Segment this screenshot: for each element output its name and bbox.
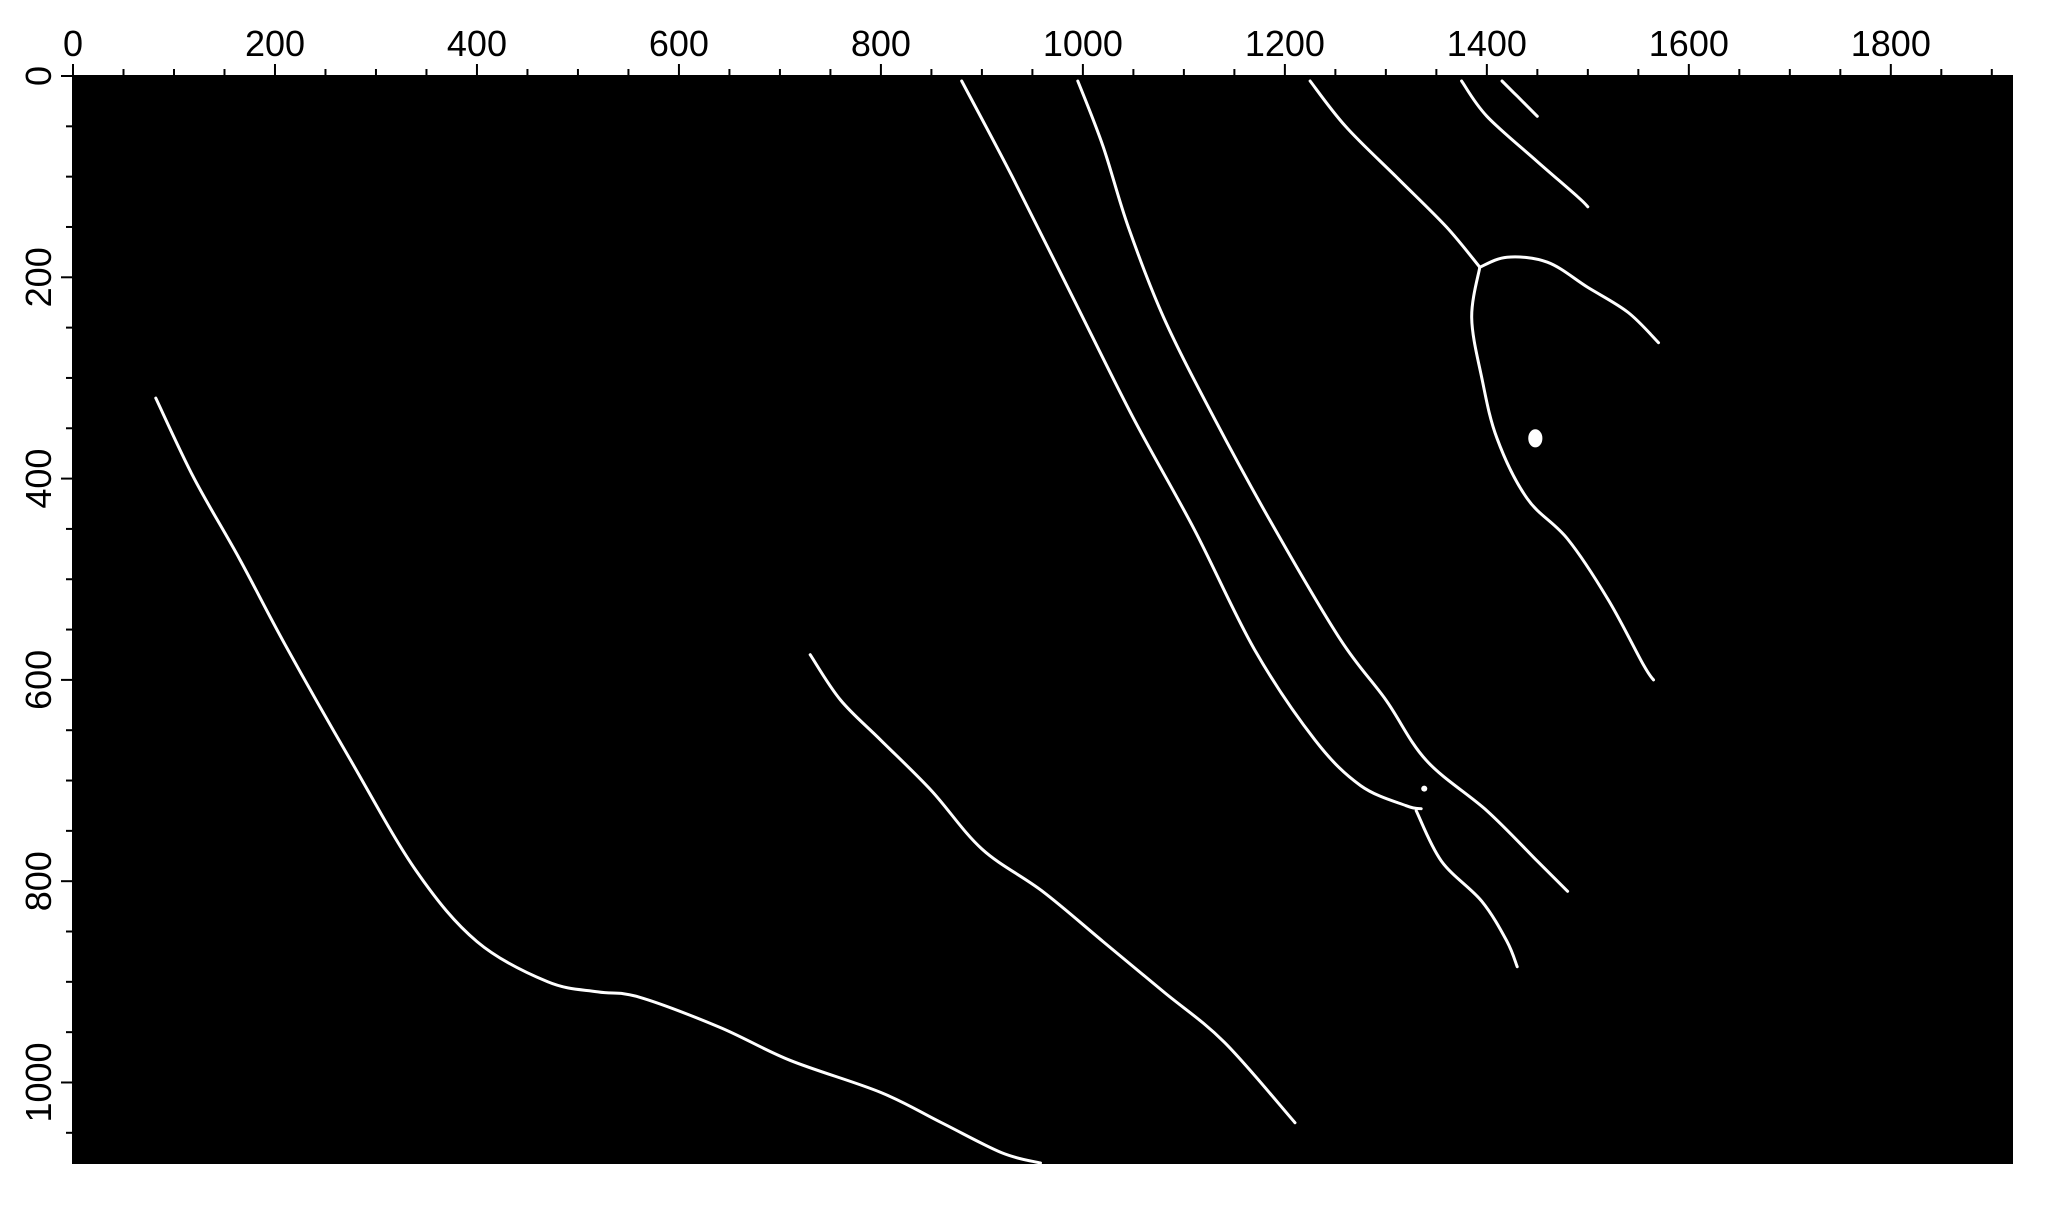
x-tick-label: 1800	[1851, 23, 1931, 64]
curve-lower-branch	[1414, 809, 1519, 969]
curve-top-right-b	[1500, 79, 1539, 118]
curve-middle	[808, 653, 1297, 1125]
x-tick-label: 800	[851, 23, 911, 64]
curve-loop-top	[1478, 255, 1660, 345]
blob-tiny-mark	[1421, 785, 1428, 792]
y-axis: 0 200 400 600 800 1000	[18, 66, 74, 1163]
x-tick-label: 200	[245, 23, 305, 64]
y-tick-label: 800	[18, 851, 59, 911]
plot-area	[72, 75, 2013, 1164]
blobs-group	[1421, 429, 1543, 792]
curves-group	[154, 79, 1660, 1165]
y-tick-label: 200	[18, 247, 59, 307]
curve-upper-left	[960, 79, 1423, 811]
blob-small-dot	[1528, 429, 1543, 448]
y-tick-label: 600	[18, 650, 59, 710]
curve-upper-third	[1308, 79, 1482, 269]
x-tick-label: 1400	[1447, 23, 1527, 64]
x-tick-label: 1600	[1649, 23, 1729, 64]
curve-upper-second	[1076, 79, 1570, 893]
curve-left-long	[154, 396, 1042, 1165]
y-tick-label: 1000	[18, 1042, 59, 1122]
y-tick-label: 0	[18, 66, 59, 86]
x-tick-label: 1000	[1043, 23, 1123, 64]
x-tick-label: 0	[63, 23, 83, 64]
y-tick-label: 400	[18, 449, 59, 509]
curve-top-right-a	[1460, 79, 1590, 209]
curve-loop	[1470, 265, 1655, 682]
x-tick-label: 600	[649, 23, 709, 64]
x-tick-label: 400	[447, 23, 507, 64]
x-tick-label: 1200	[1245, 23, 1325, 64]
x-axis: 0 200 400 600 800 1000 1200 1400 1600 1800	[63, 23, 2012, 77]
